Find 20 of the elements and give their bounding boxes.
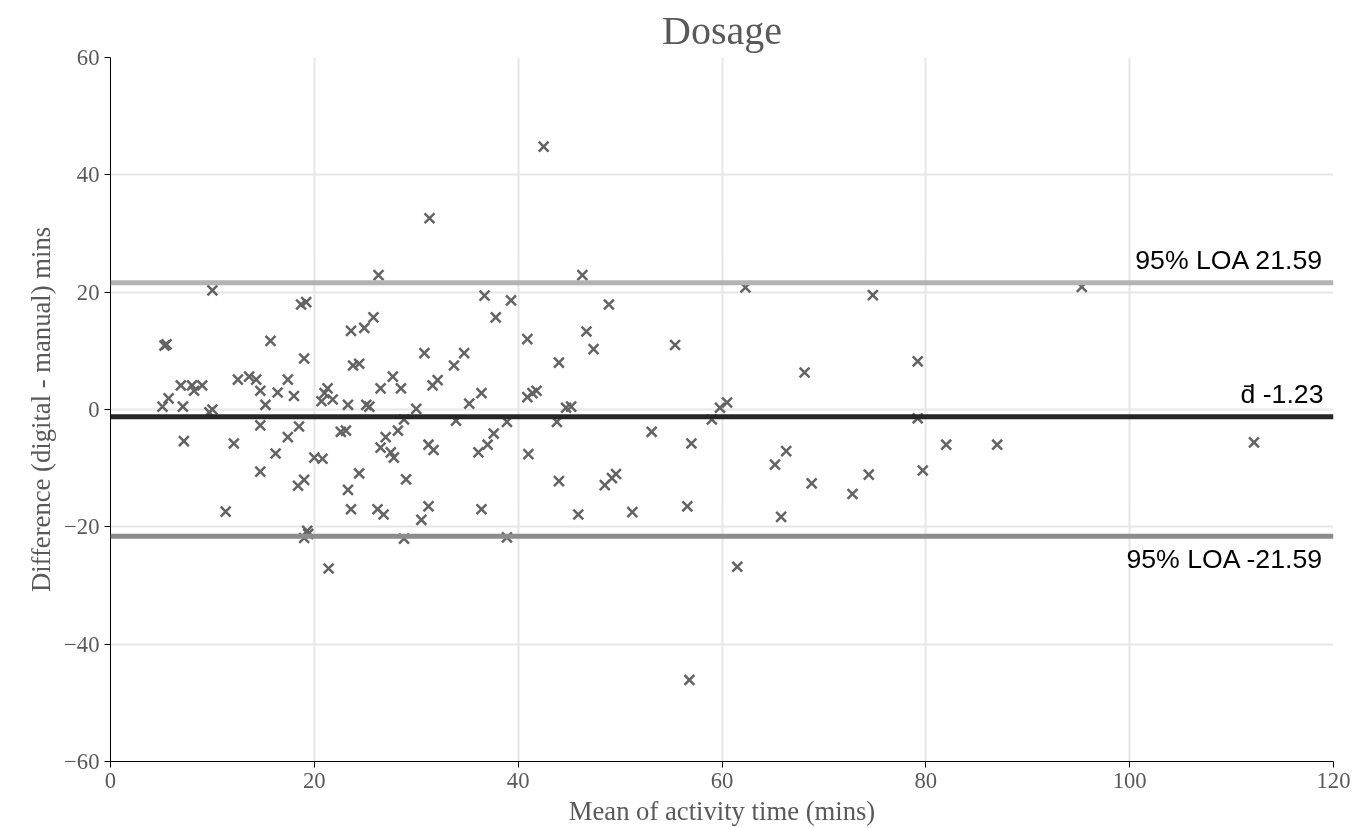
x-tick-label: 100 [1112, 767, 1147, 793]
y-tick-label: 40 [76, 162, 100, 188]
x-tick-label: 20 [303, 767, 326, 793]
ref-line-label: 95% LOA -21.59 [1126, 544, 1323, 575]
x-tick-label: 120 [1316, 767, 1351, 793]
y-tick-label: 20 [76, 279, 100, 305]
y-tick-label: 0 [88, 397, 100, 422]
chart-title: Dosage [662, 7, 782, 53]
x-axis-title: Mean of activity time (mins) [568, 795, 876, 826]
ref-line-label: d̄ -1.23 [1240, 378, 1324, 409]
x-tick-label: 0 [104, 767, 117, 793]
y-axis-title: Difference (digital - manual) mins [26, 226, 57, 593]
y-tick-label: −40 [64, 631, 100, 657]
x-tick-label: 60 [710, 767, 734, 793]
y-tick-label: 60 [76, 45, 100, 70]
x-tick-label: 80 [914, 767, 938, 793]
y-tick-label: −20 [64, 514, 100, 540]
ref-line-label: 95% LOA 21.59 [1135, 244, 1323, 275]
y-tick-label: −60 [64, 749, 100, 774]
x-tick-label: 40 [506, 767, 530, 793]
